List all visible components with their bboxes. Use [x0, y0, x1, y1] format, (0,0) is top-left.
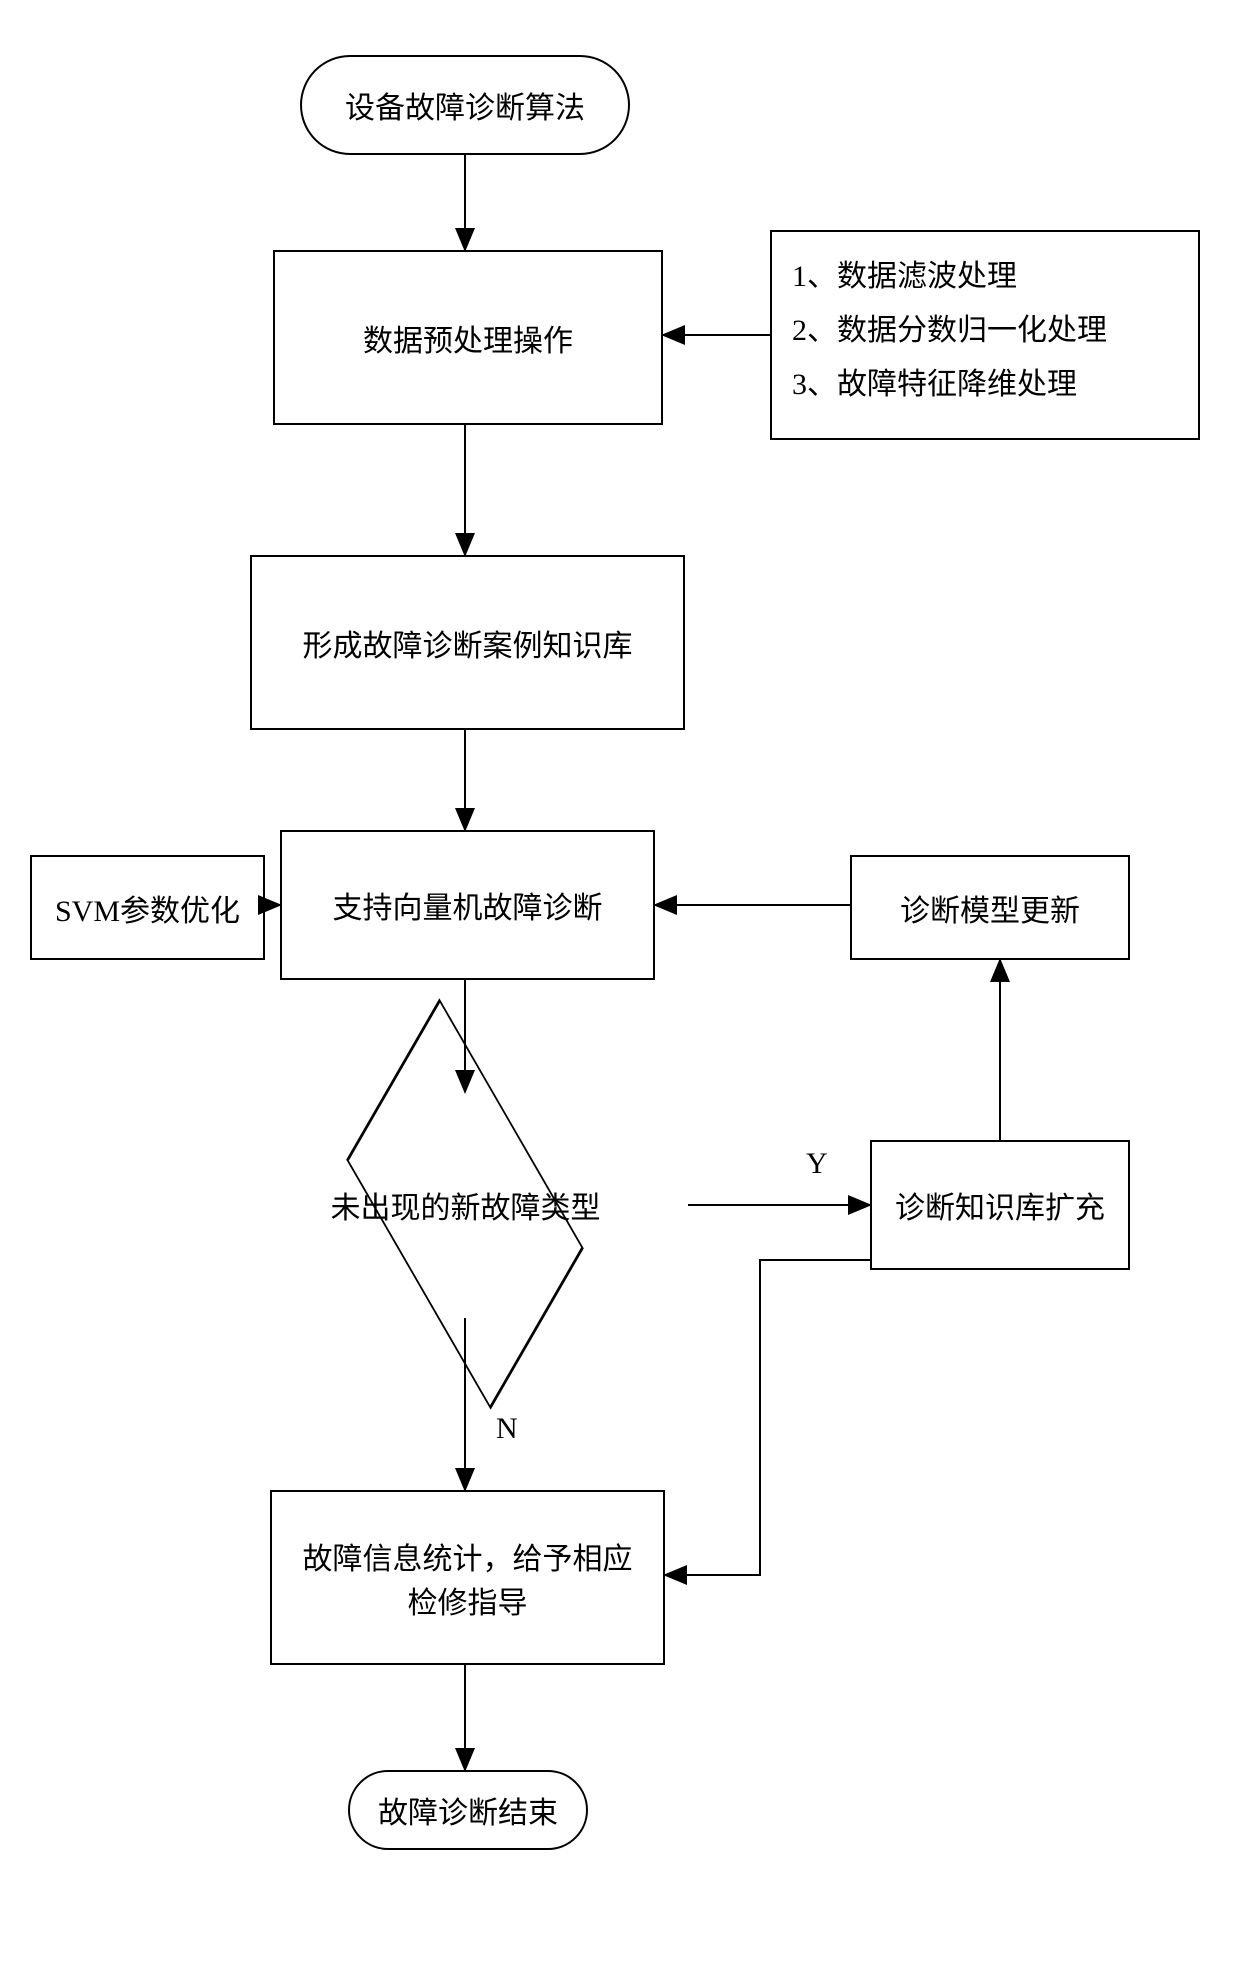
node-kb-expand-label: 诊断知识库扩充	[895, 1183, 1105, 1227]
node-kb-label: 形成故障诊断案例知识库	[303, 621, 633, 665]
list-item: 1、数据滤波处理	[792, 250, 1178, 304]
node-end-label: 故障诊断结束	[378, 1788, 558, 1832]
node-stats-label: 故障信息统计，给予相应 检修指导	[303, 1534, 633, 1622]
node-svm: 支持向量机故障诊断	[280, 830, 655, 980]
node-model-upd: 诊断模型更新	[850, 855, 1130, 960]
node-svm-opt: SVM参数优化	[30, 855, 265, 960]
node-start-label: 设备故障诊断算法	[345, 83, 585, 127]
node-preproc-list: 1、数据滤波处理 2、数据分数归一化处理 3、故障特征降维处理	[770, 230, 1200, 440]
node-preproc-label: 数据预处理操作	[363, 316, 573, 360]
edge-label-n: N	[490, 1410, 524, 1448]
node-preproc: 数据预处理操作	[273, 250, 663, 425]
edge-label-y: Y	[800, 1145, 834, 1183]
node-start: 设备故障诊断算法	[300, 55, 630, 155]
node-end: 故障诊断结束	[348, 1770, 588, 1850]
node-stats: 故障信息统计，给予相应 检修指导	[270, 1490, 665, 1665]
list-item: 3、故障特征降维处理	[792, 358, 1178, 412]
list-item: 2、数据分数归一化处理	[792, 304, 1178, 358]
node-svm-label: 支持向量机故障诊断	[333, 883, 603, 927]
node-kb-expand: 诊断知识库扩充	[870, 1140, 1130, 1270]
node-model-upd-label: 诊断模型更新	[900, 886, 1080, 930]
node-decision: 未出现的新故障类型	[243, 1092, 688, 1317]
node-decision-label: 未出现的新故障类型	[331, 1183, 601, 1227]
node-kb: 形成故障诊断案例知识库	[250, 555, 685, 730]
node-svm-opt-label: SVM参数优化	[55, 886, 240, 930]
